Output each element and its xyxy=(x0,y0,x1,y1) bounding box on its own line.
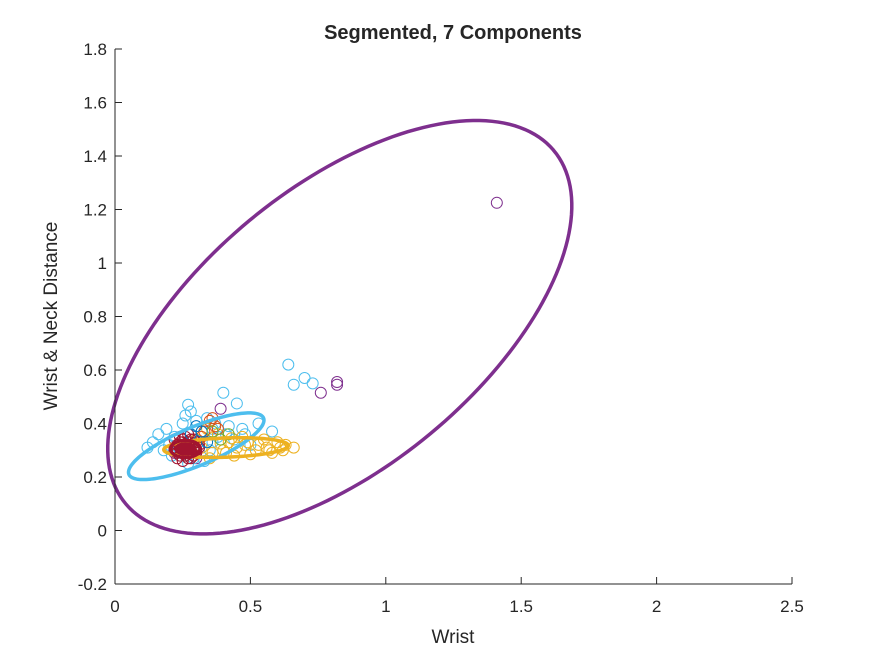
y-tick-label: 0.4 xyxy=(83,415,107,434)
y-tick-label: 1.6 xyxy=(83,94,107,113)
data-point-lightblue xyxy=(287,378,300,391)
y-tick-label: 0.6 xyxy=(83,361,107,380)
data-point-purple xyxy=(314,386,327,399)
x-tick-label: 2 xyxy=(652,597,661,616)
y-tick-label: -0.2 xyxy=(78,575,107,594)
y-tick-label: 1.4 xyxy=(83,147,107,166)
ellipse-lightblue xyxy=(126,411,266,482)
data-point-purple xyxy=(331,378,344,391)
data-point-lightblue xyxy=(176,417,189,430)
data-point-lightblue xyxy=(179,409,192,422)
cluster-fill-darkred xyxy=(174,442,197,456)
data-point-lightblue xyxy=(230,397,243,410)
x-tick-label: 0.5 xyxy=(239,597,263,616)
data-point-yellow xyxy=(279,438,292,451)
data-point-yellow xyxy=(230,441,243,454)
axes: 0 0.5 1 1.5 2 2.5-0.200.20.40.60.811.21.41.61… xyxy=(78,40,804,616)
x-axis-label: Wrist xyxy=(432,627,476,648)
y-tick-label: 0.8 xyxy=(83,308,107,327)
y-tick-label: 0 xyxy=(98,522,107,541)
x-tick-label: 2.5 xyxy=(780,597,804,616)
data-point-purple xyxy=(214,402,227,415)
data-point-lightblue xyxy=(236,422,249,435)
y-tick-label: 1 xyxy=(98,254,107,273)
x-tick-label: 1 xyxy=(381,597,390,616)
y-axis-label: Wrist & Neck Distance xyxy=(41,222,62,411)
data-point-lightblue xyxy=(217,386,230,399)
ellipse-purple xyxy=(106,118,574,536)
data-point-purple xyxy=(331,376,344,389)
data-point-lightblue xyxy=(282,358,295,371)
data-point-blue xyxy=(201,436,214,449)
plot-area xyxy=(106,118,574,536)
data-point-green xyxy=(222,428,235,441)
chart-title: Segmented, 7 Components xyxy=(324,22,582,44)
data-point-purple xyxy=(490,196,503,209)
data-point-lightblue xyxy=(306,377,319,390)
ellipse-darkred xyxy=(168,438,203,460)
x-tick-label: 1.5 xyxy=(509,597,533,616)
y-tick-label: 1.2 xyxy=(83,201,107,220)
y-tick-label: 1.8 xyxy=(83,40,107,59)
x-tick-label: 0 xyxy=(110,597,119,616)
data-point-lightblue xyxy=(266,425,279,438)
y-tick-label: 0.2 xyxy=(83,468,107,487)
ellipse-yellow xyxy=(162,435,291,460)
